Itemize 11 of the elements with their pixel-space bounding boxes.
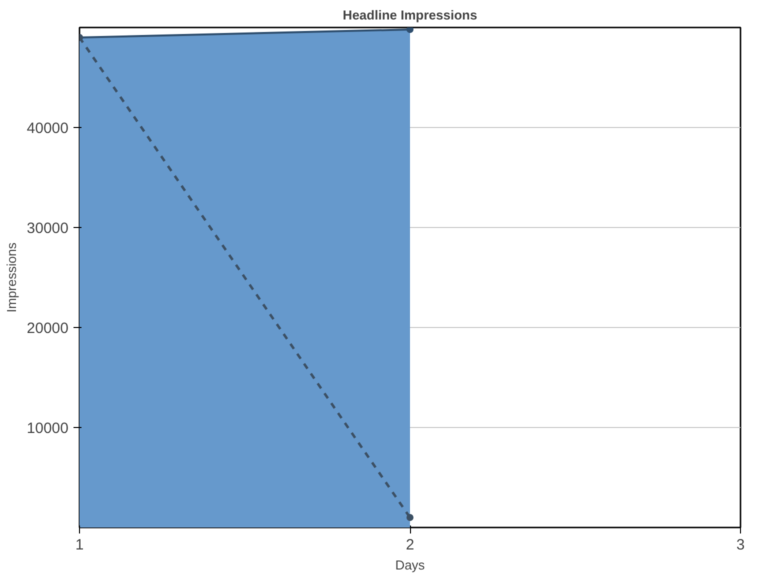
- x-tick-label: 1: [75, 536, 84, 554]
- chart-title: Headline Impressions: [342, 8, 478, 22]
- x-axis-title: Days: [395, 558, 426, 572]
- x-tick-label: 2: [406, 536, 414, 554]
- point: [406, 514, 414, 521]
- y-tick-label: 20000: [26, 320, 69, 337]
- y-tick-label: 10000: [26, 420, 69, 437]
- y-tick-label: 40000: [26, 120, 69, 137]
- y-tick-label: 30000: [26, 220, 69, 237]
- x-tick-label: 3: [736, 536, 745, 554]
- y-axis-title: Impressions: [4, 242, 19, 313]
